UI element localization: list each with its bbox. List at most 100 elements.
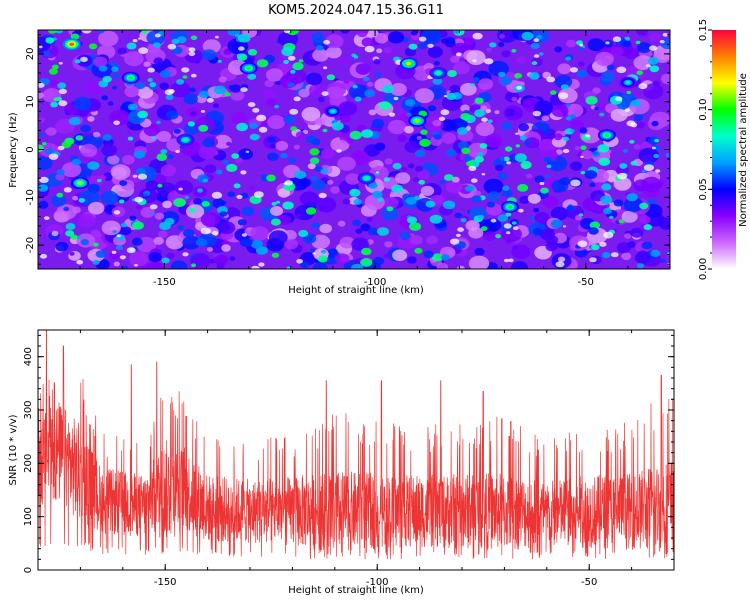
heatmap-cell xyxy=(109,251,120,260)
heatmap-cell xyxy=(58,100,68,107)
colorbar-tick-label: 0.05 xyxy=(698,178,709,200)
heatmap-cell xyxy=(371,118,385,129)
heatmap-cell xyxy=(636,70,643,75)
heatmap-cell xyxy=(126,131,133,137)
heatmap-cell xyxy=(312,252,316,255)
heatmap-cell xyxy=(38,200,49,209)
heatmap-cell xyxy=(639,202,649,210)
heatmap-cell xyxy=(258,126,268,133)
heatmap-cell xyxy=(92,242,99,247)
heatmap-cell xyxy=(554,74,573,89)
heatmap-cell xyxy=(588,227,599,235)
heatmap-cell xyxy=(289,108,299,115)
heatmap-cell xyxy=(461,147,471,154)
heatmap-cell xyxy=(198,145,217,160)
heatmap-cell xyxy=(592,151,598,155)
heatmap-cell xyxy=(577,61,585,67)
heatmap-cell xyxy=(487,201,495,208)
heatmap-cell xyxy=(200,227,211,235)
heatmap-cell xyxy=(315,196,337,213)
heatmap-cell xyxy=(241,206,255,217)
heatmap-cell xyxy=(450,238,460,245)
heatmap-cell xyxy=(374,33,389,44)
heatmap-cell xyxy=(248,185,256,191)
heatmap-cell xyxy=(381,207,399,221)
heatmap-cell xyxy=(132,39,138,43)
heatmap-cell xyxy=(515,132,519,135)
heatmap-cell xyxy=(504,146,513,152)
heatmap-cell xyxy=(627,241,636,248)
heatmap-cell xyxy=(508,258,514,263)
heatmap-cell xyxy=(38,155,53,171)
heatmap-cell xyxy=(443,95,448,98)
heatmap-cell xyxy=(600,195,613,205)
heatmap-cell xyxy=(213,254,229,266)
heatmap-cell xyxy=(501,50,511,58)
chart-title: KOM5.2024.047.15.36.G11 xyxy=(268,3,444,18)
heatmap-cell xyxy=(307,163,316,170)
heatmap-cell xyxy=(487,191,501,202)
heatmap-cell xyxy=(499,157,505,161)
heatmap-cell xyxy=(505,212,512,217)
heatmap-cell xyxy=(615,96,623,102)
heatmap-cell xyxy=(127,136,134,141)
heatmap-cell xyxy=(143,193,149,197)
heatmap-cell xyxy=(383,177,390,182)
heatmap-cell xyxy=(386,206,394,212)
heatmap-cell xyxy=(489,42,497,48)
heatmap-cell xyxy=(499,34,505,39)
heatmap-cell xyxy=(546,164,552,169)
heatmap-cell xyxy=(342,198,351,205)
heatmap-cell xyxy=(514,72,522,79)
heatmap-cell xyxy=(156,153,168,161)
heatmap-cell xyxy=(549,160,555,165)
heatmap-cell xyxy=(69,251,75,256)
colorbar-tick-label: 0.15 xyxy=(698,19,709,41)
heatmap-cell xyxy=(322,128,328,133)
heatmap-cell xyxy=(267,115,286,130)
heatmap-cell xyxy=(48,30,57,34)
heatmap-cell xyxy=(440,109,450,116)
heatmap-cell xyxy=(55,173,65,181)
heatmap-cell xyxy=(373,58,381,65)
heatmap-cell xyxy=(271,252,280,258)
heatmap-cell xyxy=(603,231,614,239)
heatmap-y-tick-label: 10 xyxy=(25,95,36,108)
heatmap-cell xyxy=(565,103,571,108)
heatmap-cell xyxy=(256,59,269,68)
heatmap-cell xyxy=(382,84,395,94)
heatmap-cell xyxy=(626,193,638,202)
heatmap-cell xyxy=(326,86,343,99)
heatmap-cell xyxy=(460,218,467,223)
heatmap-cell xyxy=(230,111,248,125)
heatmap-cell xyxy=(182,75,188,79)
heatmap-cell xyxy=(44,216,50,221)
heatmap-cell xyxy=(284,239,299,250)
heatmap-cell xyxy=(499,76,512,86)
heatmap-cell xyxy=(449,84,461,94)
heatmap-cell xyxy=(116,245,123,251)
heatmap-cell xyxy=(494,164,504,172)
heatmap-cell xyxy=(337,220,346,227)
heatmap-cell xyxy=(408,163,415,169)
heatmap-cell xyxy=(247,73,257,80)
heatmap-x-tick-label: -150 xyxy=(153,277,176,288)
heatmap-cell xyxy=(133,150,146,159)
heatmap-cell xyxy=(360,258,373,267)
heatmap-cell xyxy=(477,152,484,157)
heatmap-cell xyxy=(290,69,296,74)
heatmap-cell xyxy=(274,104,280,109)
heatmap-cell xyxy=(80,143,98,158)
heatmap-cell xyxy=(216,263,225,269)
heatmap-cell xyxy=(181,67,190,73)
heatmap-cell xyxy=(597,144,610,153)
heatmap-cell xyxy=(456,120,469,129)
heatmap-cell xyxy=(97,30,105,34)
heatmap-cell xyxy=(351,237,370,251)
heatmap-cell xyxy=(316,45,324,51)
heatmap-cell xyxy=(113,210,121,215)
heatmap-cell xyxy=(312,262,328,269)
heatmap-cell xyxy=(92,131,101,138)
heatmap-cell xyxy=(376,48,383,54)
heatmap-cell xyxy=(497,214,509,222)
